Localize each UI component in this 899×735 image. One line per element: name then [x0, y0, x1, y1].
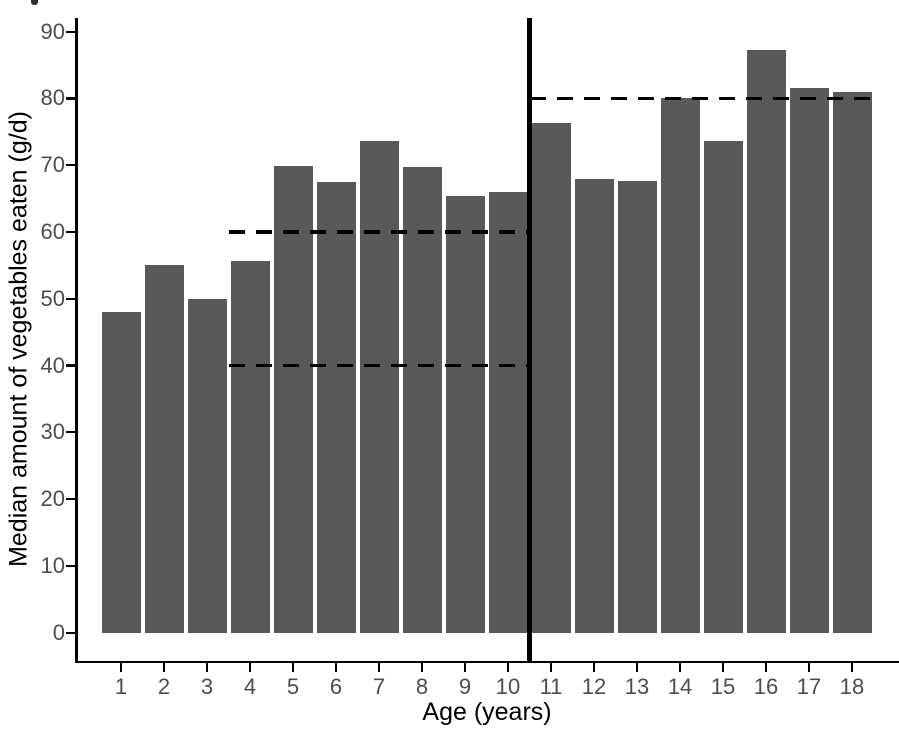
x-tick [549, 662, 553, 673]
bar-age-8 [402, 166, 442, 633]
y-tick [66, 564, 76, 567]
x-tick [721, 662, 725, 673]
x-axis-title: Age (years) [422, 698, 552, 726]
x-tick-label: 16 [753, 674, 779, 699]
top-edge-artifact [31, 0, 38, 5]
vertical-divider-line [527, 18, 532, 663]
x-tick [850, 662, 854, 673]
y-tick-label: 20 [40, 486, 65, 512]
bar-age-5 [273, 165, 313, 633]
bar-age-11 [531, 123, 571, 633]
bar-age-10 [488, 191, 528, 633]
x-tick-label: 18 [839, 674, 865, 699]
y-tick [66, 164, 76, 167]
y-tick [66, 297, 76, 300]
bar-age-4 [230, 261, 270, 633]
bar-age-2 [144, 265, 184, 633]
bar-age-18 [832, 91, 872, 633]
x-tick-label: 13 [624, 674, 650, 699]
x-tick [119, 662, 123, 673]
x-tick-label: 1 [114, 674, 128, 699]
y-tick-label: 80 [40, 85, 65, 111]
x-tick-label: 12 [581, 674, 607, 699]
x-axis-line [75, 660, 899, 663]
x-tick [592, 662, 596, 673]
x-tick [420, 662, 424, 673]
x-tick [248, 662, 252, 673]
y-tick [66, 431, 76, 434]
bar-age-3 [187, 298, 227, 633]
x-tick [334, 662, 338, 673]
y-tick [66, 498, 76, 501]
x-tick [377, 662, 381, 673]
x-tick-label: 14 [667, 674, 693, 699]
bar-age-17 [789, 88, 829, 633]
bar-age-14 [660, 98, 700, 633]
y-tick-label: 70 [40, 152, 65, 178]
y-tick [66, 631, 76, 634]
x-tick-label: 9 [458, 674, 472, 699]
y-tick-label: 0 [52, 619, 65, 645]
x-tick-label: 10 [495, 674, 521, 699]
x-tick-label: 7 [372, 674, 386, 699]
x-tick-label: 5 [286, 674, 300, 699]
bar-age-1 [101, 312, 141, 633]
y-tick [66, 230, 76, 234]
x-tick [291, 662, 295, 673]
x-tick-label: 3 [200, 674, 214, 699]
x-tick-label: 8 [415, 674, 429, 699]
y-tick-label: 10 [40, 552, 65, 578]
x-tick [764, 662, 768, 673]
x-tick [205, 662, 209, 673]
dashed-reference-line [228, 230, 530, 234]
y-tick [66, 97, 76, 100]
bar-age-15 [703, 141, 743, 633]
bar-age-12 [574, 178, 614, 633]
x-tick [635, 662, 639, 673]
dashed-reference-line [529, 96, 876, 101]
bar-age-16 [746, 49, 786, 633]
y-tick-label: 90 [40, 18, 65, 44]
bar-age-9 [445, 195, 485, 633]
y-tick-label: 60 [40, 219, 65, 245]
y-tick-label: 30 [40, 419, 65, 445]
bar-age-7 [359, 140, 399, 633]
y-tick-label: 40 [40, 352, 65, 378]
y-tick [66, 364, 76, 367]
y-tick-label: 50 [40, 285, 65, 311]
x-tick-label: 15 [710, 674, 736, 699]
x-tick [162, 662, 166, 673]
dashed-reference-line [228, 363, 530, 368]
x-tick-label: 6 [329, 674, 343, 699]
bar-age-6 [316, 181, 356, 633]
x-tick [678, 662, 682, 673]
bar-age-13 [617, 180, 657, 633]
x-tick-label: 2 [157, 674, 171, 699]
x-tick [807, 662, 811, 673]
y-axis-line [75, 18, 78, 663]
x-tick-label: 4 [243, 674, 257, 699]
x-tick-label: 11 [539, 674, 563, 699]
x-tick-label: 17 [796, 674, 822, 699]
x-tick [463, 662, 467, 673]
x-tick [506, 662, 510, 673]
y-tick [66, 30, 76, 33]
